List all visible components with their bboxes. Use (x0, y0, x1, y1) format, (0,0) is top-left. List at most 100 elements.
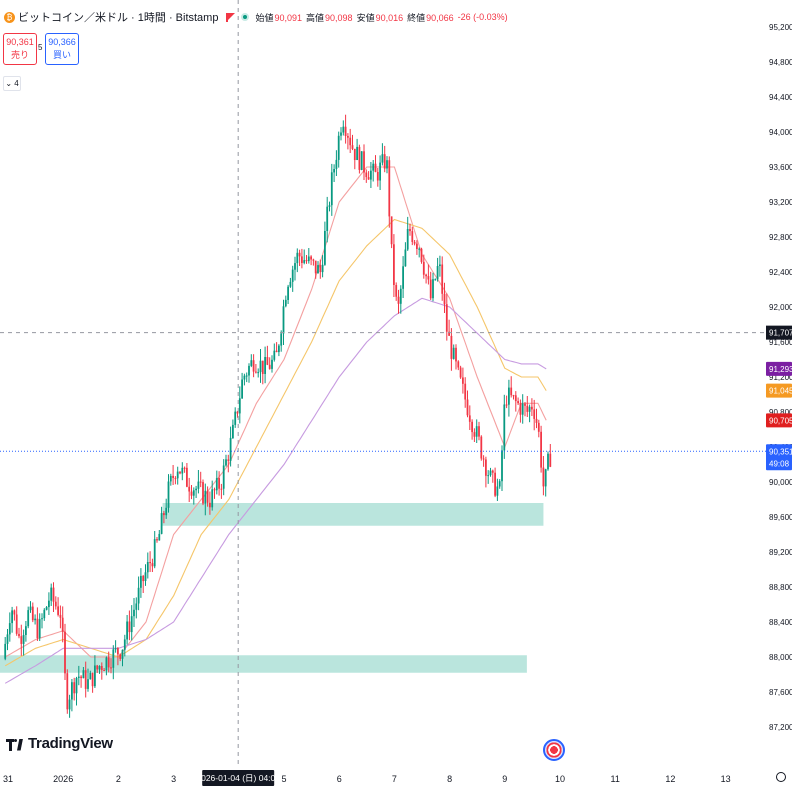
candle-body (43, 609, 46, 619)
candle-body (167, 481, 170, 508)
x-tick-label: 2026 (53, 774, 73, 784)
y-tick-label: 89,600 (769, 513, 792, 522)
crosshair-price-tag (766, 325, 792, 340)
candle-body (317, 265, 319, 274)
candle-body (94, 665, 96, 687)
candle-body (478, 426, 480, 437)
candle-body (6, 634, 9, 644)
candle-body (245, 375, 248, 377)
time-axis: 31 2026 2 3 5 6 7 8 9 10 11 12 13 2026-01-04 (日) 04:0… (0, 768, 792, 792)
candle-body (335, 159, 338, 169)
candle-body (225, 459, 227, 466)
candle-body (103, 670, 105, 672)
price-tag (766, 383, 792, 398)
candle-body (156, 539, 158, 541)
usd-flag-icon[interactable] (543, 739, 565, 761)
candle-body (123, 639, 126, 650)
candle-body (273, 350, 276, 360)
candle-body (358, 146, 361, 170)
y-tick-label: 93,200 (769, 198, 792, 207)
candle-body (445, 304, 448, 332)
candle-body (232, 424, 234, 438)
candle-body (98, 666, 101, 670)
candle-body (330, 172, 333, 206)
candle-body (8, 623, 11, 635)
candle-body (370, 170, 372, 180)
candle-body (238, 398, 241, 414)
candle-body (344, 126, 347, 136)
candle-body (367, 177, 370, 180)
candle-body (186, 467, 188, 487)
candle-body (252, 360, 255, 372)
x-tick-label: 11 (611, 774, 620, 784)
candle-body (404, 249, 407, 267)
price-tag-label: 91,293 (769, 365, 792, 374)
candle-body (61, 617, 64, 632)
candle-body (436, 266, 439, 280)
candle-body (87, 679, 89, 689)
indicators-toggle[interactable]: ⌄ 4 (3, 76, 21, 91)
candle-body (324, 231, 326, 265)
candle-body (218, 478, 220, 489)
y-tick-label: 87,600 (769, 688, 792, 697)
market-status-icon[interactable] (241, 13, 250, 21)
price-tags: 91,707 91,293 91,045 90,705 90,351 49:08 (766, 325, 792, 471)
x-tick-label: 5 (281, 774, 286, 784)
buy-button[interactable]: 90,366 買い (45, 33, 79, 65)
candle-body (505, 404, 508, 406)
candle-body (197, 481, 200, 489)
candle-body (521, 403, 524, 415)
candle-body (266, 357, 269, 365)
candle-body (307, 256, 310, 262)
y-tick-label: 87,200 (769, 723, 792, 732)
candle-body (452, 347, 455, 359)
candle-body (480, 436, 483, 459)
y-tick-label: 88,000 (769, 653, 792, 662)
candle-body (379, 162, 381, 181)
flag-icon[interactable] (226, 12, 236, 22)
sell-price: 90,361 (6, 37, 34, 47)
price-tag-label: 91,045 (769, 387, 792, 396)
candle-body (20, 636, 23, 644)
candle-body (393, 244, 395, 285)
candle-body (517, 401, 519, 404)
candle-body (59, 614, 62, 618)
auto-scale-button[interactable] (776, 772, 786, 782)
candle-body (64, 631, 66, 674)
support-zone (0, 655, 527, 673)
candle-body (259, 360, 262, 373)
candle-body (489, 470, 492, 476)
candle-body (176, 471, 179, 479)
y-tick-label: 90,800 (769, 408, 792, 417)
candle-body (544, 469, 547, 487)
candle-body (29, 606, 32, 611)
tradingview-logo[interactable]: TradingView (6, 735, 113, 752)
symbol-title[interactable]: ビットコイン／米ドル · 1時間 · Bitstamp (18, 12, 219, 24)
candle-body (110, 667, 112, 669)
candle-body (450, 335, 453, 359)
y-tick-label: 95,200 (769, 23, 792, 32)
countdown-label: 49:08 (769, 459, 790, 468)
candle-body (282, 306, 285, 334)
candle-body (68, 699, 71, 710)
candle-body (192, 490, 195, 496)
candle-body (236, 411, 239, 414)
moving-average-line (4, 297, 547, 684)
y-tick-label: 88,400 (769, 618, 792, 627)
candle-body (496, 486, 499, 496)
buy-label: 買い (52, 50, 71, 60)
candle-body (533, 409, 536, 419)
candle-body (498, 481, 501, 487)
candle-body (537, 422, 540, 432)
candle-body (289, 281, 292, 287)
candle-body (271, 359, 273, 369)
sell-button[interactable]: 90,361 売り (3, 33, 37, 65)
candle-body (353, 148, 356, 160)
moving-averages (4, 166, 547, 684)
candle-body (422, 261, 425, 275)
chart-header: ₿ ビットコイン／米ドル · 1時間 · Bitstamp 始値90,091 高… (4, 8, 508, 26)
candle-body (351, 145, 354, 149)
candle-body (206, 490, 209, 503)
candle-body (199, 481, 202, 483)
